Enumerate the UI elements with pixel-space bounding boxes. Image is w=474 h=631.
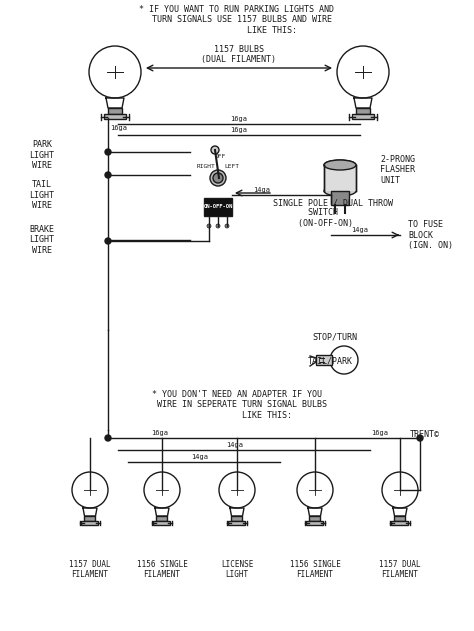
Circle shape [213, 173, 223, 183]
FancyBboxPatch shape [316, 355, 332, 365]
Text: 1156 SINGLE
FILAMENT: 1156 SINGLE FILAMENT [137, 560, 187, 579]
Text: TAIL
LIGHT
WIRE: TAIL LIGHT WIRE [29, 180, 55, 210]
Text: LICENSE
LIGHT: LICENSE LIGHT [221, 560, 253, 579]
Text: 16ga: 16ga [230, 116, 247, 122]
Text: STOP/TURN: STOP/TURN [312, 333, 357, 342]
Text: 16ga: 16ga [152, 430, 168, 436]
Text: TRENT©: TRENT© [410, 430, 440, 439]
Text: 2-PRONG
FLASHER
UNIT: 2-PRONG FLASHER UNIT [380, 155, 415, 185]
Text: 1157 DUAL
FILAMENT: 1157 DUAL FILAMENT [69, 560, 111, 579]
FancyBboxPatch shape [82, 521, 99, 525]
Circle shape [225, 224, 229, 228]
Text: BRAKE
LIGHT
WIRE: BRAKE LIGHT WIRE [29, 225, 55, 255]
Text: 14ga: 14ga [191, 454, 209, 460]
Text: ON-OFF-ON: ON-OFF-ON [203, 204, 233, 209]
FancyBboxPatch shape [104, 114, 126, 119]
Circle shape [105, 149, 111, 155]
FancyBboxPatch shape [356, 108, 370, 114]
FancyBboxPatch shape [108, 108, 122, 114]
FancyBboxPatch shape [392, 521, 409, 525]
FancyBboxPatch shape [84, 516, 95, 521]
Ellipse shape [324, 160, 356, 170]
Text: TO FUSE
BLOCK
(IGN. ON): TO FUSE BLOCK (IGN. ON) [408, 220, 453, 250]
FancyBboxPatch shape [324, 165, 356, 191]
Circle shape [417, 435, 423, 441]
Circle shape [210, 170, 226, 186]
Text: 14ga: 14ga [227, 442, 244, 448]
Text: 16ga: 16ga [372, 430, 389, 436]
Text: * YOU DON'T NEED AN ADAPTER IF YOU
  WIRE IN SEPERATE TURN SIGNAL BULBS
        : * YOU DON'T NEED AN ADAPTER IF YOU WIRE … [147, 390, 327, 420]
Ellipse shape [324, 160, 356, 170]
Text: OFF: OFF [214, 153, 226, 158]
Text: 14ga: 14ga [352, 227, 368, 233]
Text: 1156 SINGLE
FILAMENT: 1156 SINGLE FILAMENT [290, 560, 340, 579]
Circle shape [216, 224, 220, 228]
FancyBboxPatch shape [231, 516, 243, 521]
FancyBboxPatch shape [331, 191, 349, 205]
Text: * IF YOU WANT TO RUN PARKING LIGHTS AND
  TURN SIGNALS USE 1157 BULBS AND WIRE
 : * IF YOU WANT TO RUN PARKING LIGHTS AND … [139, 5, 335, 35]
FancyBboxPatch shape [154, 521, 171, 525]
FancyBboxPatch shape [307, 521, 323, 525]
FancyBboxPatch shape [394, 516, 405, 521]
Text: 1157 BULBS
(DUAL FILAMENT): 1157 BULBS (DUAL FILAMENT) [201, 45, 276, 64]
FancyBboxPatch shape [352, 114, 374, 119]
FancyBboxPatch shape [228, 521, 246, 525]
Circle shape [105, 435, 111, 441]
Text: 1157 DUAL
FILAMENT: 1157 DUAL FILAMENT [379, 560, 421, 579]
Circle shape [207, 224, 211, 228]
FancyBboxPatch shape [156, 516, 167, 521]
Ellipse shape [324, 186, 356, 196]
Text: SINGLE POLE / DUAL THROW
       SWITCH
     (ON-OFF-ON): SINGLE POLE / DUAL THROW SWITCH (ON-OFF-… [273, 198, 393, 228]
Text: LEFT: LEFT [225, 163, 239, 168]
Text: TAIL/PARK: TAIL/PARK [308, 357, 353, 366]
Text: 14ga: 14ga [253, 187, 270, 193]
FancyBboxPatch shape [310, 516, 320, 521]
Text: 16ga: 16ga [110, 125, 127, 131]
Text: RIGHT: RIGHT [197, 163, 215, 168]
Circle shape [211, 146, 219, 154]
Text: PARK
LIGHT
WIRE: PARK LIGHT WIRE [29, 140, 55, 170]
Circle shape [105, 238, 111, 244]
FancyBboxPatch shape [204, 198, 232, 216]
Circle shape [105, 172, 111, 178]
Text: 16ga: 16ga [230, 127, 247, 133]
